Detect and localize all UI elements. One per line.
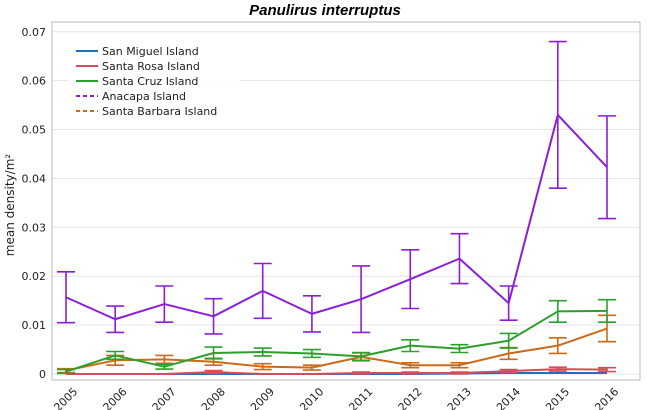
y-tick-label: 0.03 [22, 221, 47, 234]
legend-entry: Santa Cruz Island [102, 75, 198, 88]
series-line [66, 368, 608, 375]
y-tick-label: 0.01 [22, 319, 47, 332]
x-tick-label: 2011 [346, 385, 375, 410]
plot-frame [51, 21, 641, 381]
y-tick-label: 0 [39, 368, 46, 381]
legend-entry: Santa Rosa Island [102, 60, 200, 73]
x-tick-label: 2009 [248, 385, 277, 410]
y-tick-label: 0.06 [22, 75, 47, 88]
x-tick-label: 2013 [445, 385, 474, 410]
x-tick-label: 2010 [297, 385, 326, 410]
x-tick-label: 2012 [396, 385, 425, 410]
legend-entry: San Miguel Island [102, 45, 199, 58]
y-axis-label: mean density/m² [3, 154, 17, 257]
plot-area: 0 0.01 0.02 0.03 0.04 0.05 0.06 0.07 2005 2006 200… [22, 21, 641, 410]
y-tick-label: 0.07 [22, 26, 47, 39]
series-line [65, 327, 608, 372]
x-tick-label: 2006 [101, 385, 130, 410]
x-tick-label: 2016 [592, 385, 621, 410]
legend-entry: Anacapa Island [102, 90, 186, 103]
x-tick-label: 2015 [543, 385, 572, 410]
x-tick-label: 2008 [199, 385, 228, 410]
y-tick-label: 0.02 [22, 270, 47, 283]
legend-entry: Santa Barbara Island [102, 105, 217, 118]
chart-title: Panulirus interruptus [249, 2, 401, 19]
x-tick-label: 2005 [51, 385, 80, 410]
x-tick-label: 2007 [150, 385, 179, 410]
y-tick-label: 0.04 [22, 172, 47, 185]
series-line [65, 113, 608, 321]
y-tick-label: 0.05 [22, 124, 47, 137]
x-tick-label: 2014 [494, 385, 523, 410]
